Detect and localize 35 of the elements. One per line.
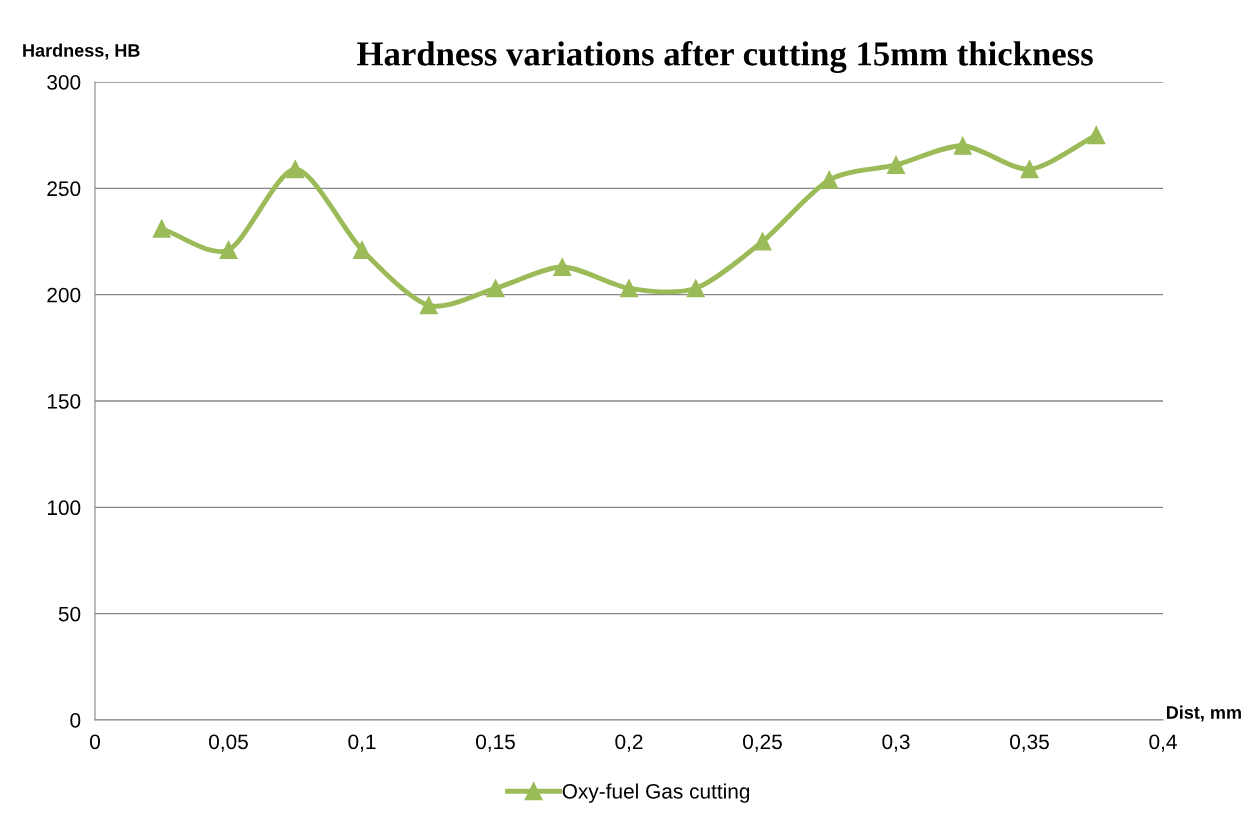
legend-label: Oxy-fuel Gas cutting (562, 783, 750, 803)
point (1020, 160, 1039, 179)
chart-title: Hardness variations after cutting 15mm thickness (357, 40, 1093, 73)
y-tick-label: 200 (47, 287, 81, 303)
x-tick-label: 0,25 (743, 734, 782, 752)
x-tick-label: 0,2 (615, 734, 643, 752)
point (753, 232, 772, 251)
x-tick-label: 0,3 (882, 734, 910, 752)
y-axis-title: Hardness, HB (23, 43, 140, 60)
x-axis-title: Dist, mm (1166, 705, 1241, 722)
x-tick-label: 0,05 (209, 734, 248, 752)
point (219, 240, 238, 260)
point (286, 160, 305, 179)
point (486, 279, 505, 298)
y-tick-label: 50 (58, 606, 81, 622)
x-tick-label: 0,1 (348, 734, 376, 752)
point (686, 279, 705, 298)
point (553, 257, 572, 277)
y-tick-label: 150 (47, 394, 81, 409)
point (886, 155, 906, 174)
point (352, 240, 372, 260)
x-tick-label: 0 (90, 734, 100, 750)
x-tick-label: 0,15 (476, 734, 515, 752)
point (419, 296, 438, 315)
point (820, 170, 839, 189)
x-tick-label: 0,4 (1149, 734, 1177, 752)
point (1087, 126, 1106, 145)
x-tick-label: 0,35 (1010, 734, 1049, 752)
y-tick-label: 0 (70, 713, 81, 728)
y-tick-label: 300 (47, 75, 81, 90)
point (953, 136, 972, 155)
point (152, 219, 171, 238)
y-tick-label: 250 (47, 181, 81, 197)
point (619, 279, 639, 298)
y-tick-label: 100 (47, 500, 81, 516)
